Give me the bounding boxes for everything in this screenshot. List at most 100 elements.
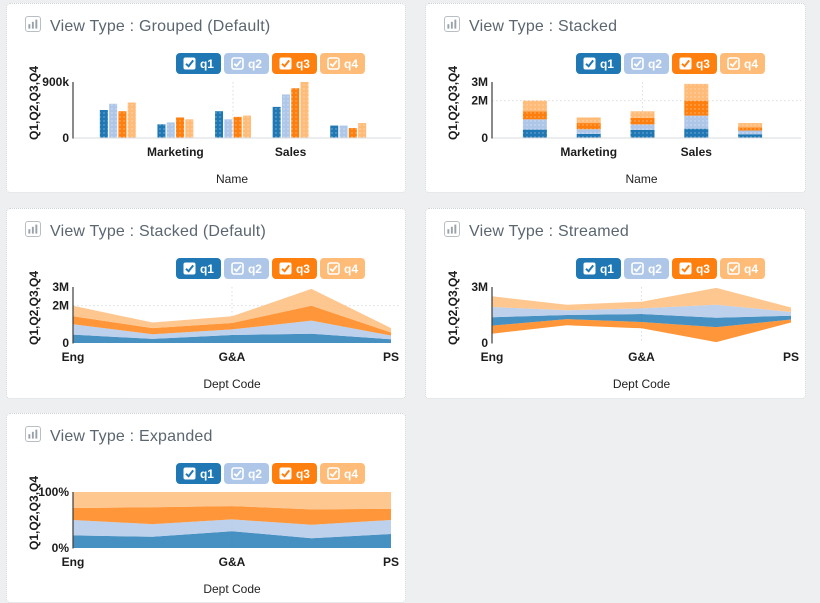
expanded-area-chart[interactable]: 100% 0%Eng G&A PS (7, 486, 407, 578)
legend: q1 q2 q3 q4 (175, 463, 365, 484)
svg-text:900k: 900k (42, 76, 69, 89)
svg-text:2M: 2M (52, 299, 69, 313)
svg-text:G&A: G&A (628, 350, 655, 364)
legend-item-label: q3 (695, 261, 710, 276)
panel-stacked-area: View Type : Stacked (Default) q1 q2 q3 q4 Q… (6, 208, 406, 399)
panel-title: View Type : Grouped (Default) (50, 17, 271, 35)
legend-item-label: q4 (743, 56, 758, 71)
legend-item-label: q4 (343, 261, 358, 276)
legend-item-q3[interactable]: q3 (271, 53, 317, 74)
legend-item-q3[interactable]: q3 (271, 258, 317, 279)
bar-chart-icon (25, 16, 41, 37)
legend-item-q1[interactable]: q1 (175, 258, 221, 279)
panel-header: View Type : Expanded (25, 426, 213, 447)
legend-item-label: q3 (295, 466, 310, 481)
panel-expanded: View Type : Expanded q1 q2 q3 q4 Q1,Q2,Q3,Q… (6, 413, 406, 603)
bar-chart-icon (444, 221, 460, 242)
legend-item-q2[interactable]: q2 (223, 258, 269, 279)
checkbox-checked-icon (183, 262, 196, 275)
svg-text:3M: 3M (471, 281, 488, 294)
svg-text:3M: 3M (471, 76, 488, 89)
legend-item-q4[interactable]: q4 (319, 258, 365, 279)
x-axis-title: Name (625, 172, 658, 186)
checkbox-checked-icon (727, 57, 740, 70)
legend: q1 q2 q3 q4 (175, 258, 365, 279)
panel-title: View Type : Stacked (469, 17, 618, 35)
checkbox-checked-icon (631, 262, 644, 275)
panel-title: View Type : Stacked (Default) (50, 222, 266, 240)
panel-header: View Type : Grouped (Default) (25, 16, 270, 37)
checkbox-checked-icon (631, 57, 644, 70)
legend-item-q2[interactable]: q2 (623, 53, 669, 74)
x-axis-title: Name (215, 172, 248, 186)
svg-text:0: 0 (481, 336, 488, 350)
checkbox-checked-icon (231, 262, 244, 275)
legend-item-q3[interactable]: q3 (671, 53, 717, 74)
legend-item-label: q1 (199, 261, 214, 276)
x-axis-title: Dept Code (203, 582, 261, 596)
grouped-bar-chart[interactable]: 900k 0 Marketing Sales (7, 76, 407, 168)
bar-chart-icon (25, 221, 41, 242)
svg-text:G&A: G&A (219, 555, 246, 569)
legend-item-q4[interactable]: q4 (719, 258, 765, 279)
legend-item-q3[interactable]: q3 (271, 463, 317, 484)
legend-item-q4[interactable]: q4 (319, 53, 365, 74)
x-axis-title: Dept Code (203, 377, 261, 391)
checkbox-checked-icon (583, 262, 596, 275)
legend-item-label: q4 (743, 261, 758, 276)
legend-item-label: q3 (295, 56, 310, 71)
panel-header: View Type : Stacked (Default) (25, 221, 266, 242)
legend-item-label: q1 (199, 56, 214, 71)
legend-item-q1[interactable]: q1 (575, 258, 621, 279)
checkbox-checked-icon (279, 57, 292, 70)
legend-item-label: q3 (695, 56, 710, 71)
legend-item-q1[interactable]: q1 (175, 53, 221, 74)
legend-item-q4[interactable]: q4 (719, 53, 765, 74)
svg-text:Eng: Eng (62, 555, 85, 569)
legend-item-q1[interactable]: q1 (575, 53, 621, 74)
svg-text:2M: 2M (471, 94, 488, 108)
checkbox-checked-icon (327, 57, 340, 70)
legend-item-label: q2 (247, 466, 262, 481)
stacked-bar-chart[interactable]: 3M 2M 0 Marketing Sales (426, 76, 807, 168)
checkbox-checked-icon (231, 57, 244, 70)
checkbox-checked-icon (279, 262, 292, 275)
checkbox-checked-icon (327, 262, 340, 275)
svg-text:PS: PS (383, 555, 399, 569)
legend-item-q2[interactable]: q2 (223, 463, 269, 484)
checkbox-checked-icon (183, 57, 196, 70)
svg-text:Sales: Sales (681, 145, 713, 159)
legend-item-q1[interactable]: q1 (175, 463, 221, 484)
checkbox-checked-icon (679, 262, 692, 275)
x-axis-title: Dept Code (612, 377, 671, 391)
panel-title: View Type : Expanded (50, 427, 213, 445)
legend: q1 q2 q3 q4 (175, 53, 365, 74)
legend-item-label: q2 (647, 261, 662, 276)
legend-item-q4[interactable]: q4 (319, 463, 365, 484)
svg-text:G&A: G&A (219, 350, 246, 364)
svg-text:Marketing: Marketing (560, 145, 617, 159)
panel-streamed: View Type : Streamed q1 q2 q3 q4 Q1,Q2,Q3,Q… (425, 208, 806, 399)
checkbox-checked-icon (679, 57, 692, 70)
svg-text:0: 0 (62, 336, 69, 350)
legend-item-label: q4 (343, 56, 358, 71)
svg-text:100%: 100% (38, 486, 69, 499)
checkbox-checked-icon (327, 467, 340, 480)
checkbox-checked-icon (231, 467, 244, 480)
legend-item-label: q1 (199, 466, 214, 481)
checkbox-checked-icon (279, 467, 292, 480)
svg-text:0: 0 (481, 131, 488, 145)
legend-item-q2[interactable]: q2 (223, 53, 269, 74)
legend-item-q3[interactable]: q3 (671, 258, 717, 279)
panel-grouped: View Type : Grouped (Default) q1 q2 q3 q4 Q… (6, 3, 406, 193)
legend-item-q2[interactable]: q2 (623, 258, 669, 279)
panel-header: View Type : Streamed (444, 221, 629, 242)
svg-text:PS: PS (383, 350, 399, 364)
legend-item-label: q2 (247, 261, 262, 276)
panel-title: View Type : Streamed (469, 222, 629, 240)
legend-item-label: q3 (295, 261, 310, 276)
legend: q1 q2 q3 q4 (575, 258, 765, 279)
legend-item-label: q4 (343, 466, 358, 481)
